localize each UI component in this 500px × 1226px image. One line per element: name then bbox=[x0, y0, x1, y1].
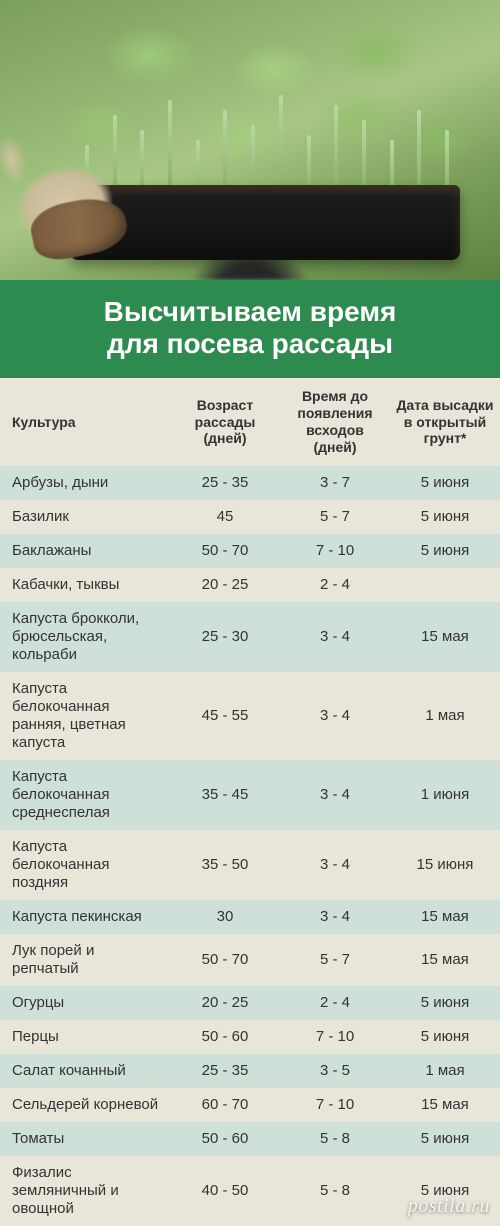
data-cell: 45 bbox=[170, 500, 280, 534]
data-cell: 5 - 7 bbox=[280, 500, 390, 534]
data-cell: 1 мая bbox=[390, 1054, 500, 1088]
crop-name-cell: Сельдерей корневой bbox=[0, 1088, 170, 1122]
crop-name-cell: Салат кочанный bbox=[0, 1054, 170, 1088]
data-cell: 25 - 35 bbox=[170, 466, 280, 500]
data-cell: 50 - 70 bbox=[170, 534, 280, 568]
data-cell: 5 июня bbox=[390, 986, 500, 1020]
data-cell: 5 июня bbox=[390, 466, 500, 500]
data-cell: 50 - 70 bbox=[170, 934, 280, 986]
data-cell: 5 - 8 bbox=[280, 1156, 390, 1226]
seeding-table: КультураВозраст рассады (дней)Время до п… bbox=[0, 378, 500, 1225]
data-cell: 15 мая bbox=[390, 602, 500, 672]
data-cell: 60 - 70 bbox=[170, 1088, 280, 1122]
table-row: Капуста пекинская303 - 415 мая bbox=[0, 900, 500, 934]
watermark: postila.ru bbox=[408, 1195, 490, 1218]
data-cell: 20 - 25 bbox=[170, 986, 280, 1020]
crop-name-cell: Арбузы, дыни bbox=[0, 466, 170, 500]
gardening-glove bbox=[0, 114, 153, 280]
title-banner: Высчитываем время для посева рассады bbox=[0, 280, 500, 378]
data-cell: 7 - 10 bbox=[280, 534, 390, 568]
column-header: Культура bbox=[0, 378, 170, 465]
crop-name-cell: Базилик bbox=[0, 500, 170, 534]
data-cell: 40 - 50 bbox=[170, 1156, 280, 1226]
data-cell: 25 - 30 bbox=[170, 602, 280, 672]
table-row: Кабачки, тыквы20 - 252 - 4 bbox=[0, 568, 500, 602]
crop-name-cell: Огурцы bbox=[0, 986, 170, 1020]
page-container: Высчитываем время для посева рассады Кул… bbox=[0, 0, 500, 1226]
title-line-2: для посева рассады bbox=[107, 328, 393, 359]
table-header: КультураВозраст рассады (дней)Время до п… bbox=[0, 378, 500, 465]
table-row: Арбузы, дыни25 - 353 - 75 июня bbox=[0, 466, 500, 500]
column-header: Возраст рассады (дней) bbox=[170, 378, 280, 465]
table-row: Баклажаны50 - 707 - 105 июня bbox=[0, 534, 500, 568]
data-cell: 45 - 55 bbox=[170, 672, 280, 760]
crop-name-cell: Томаты bbox=[0, 1122, 170, 1156]
crop-name-cell: Капуста брокколи, брюсельская, кольраби bbox=[0, 602, 170, 672]
crop-name-cell: Баклажаны bbox=[0, 534, 170, 568]
data-cell: 15 мая bbox=[390, 900, 500, 934]
table-row: Лук порей и репчатый50 - 705 - 715 мая bbox=[0, 934, 500, 986]
data-cell: 15 июня bbox=[390, 830, 500, 900]
table-row: Томаты50 - 605 - 85 июня bbox=[0, 1122, 500, 1156]
crop-name-cell: Капуста белокочанная ранняя, цветная кап… bbox=[0, 672, 170, 760]
crop-name-cell: Кабачки, тыквы bbox=[0, 568, 170, 602]
data-cell: 50 - 60 bbox=[170, 1122, 280, 1156]
data-cell: 3 - 5 bbox=[280, 1054, 390, 1088]
table-row: Перцы50 - 607 - 105 июня bbox=[0, 1020, 500, 1054]
data-cell: 20 - 25 bbox=[170, 568, 280, 602]
hero-image bbox=[0, 0, 500, 280]
data-cell: 5 июня bbox=[390, 1020, 500, 1054]
data-cell: 2 - 4 bbox=[280, 986, 390, 1020]
data-cell: 1 июня bbox=[390, 760, 500, 830]
table-row: Капуста белокочанная ранняя, цветная кап… bbox=[0, 672, 500, 760]
crop-name-cell: Капуста белокочанная среднеспелая bbox=[0, 760, 170, 830]
data-cell: 3 - 4 bbox=[280, 672, 390, 760]
table-row: Капуста белокочанная поздняя35 - 503 - 4… bbox=[0, 830, 500, 900]
data-cell: 25 - 35 bbox=[170, 1054, 280, 1088]
data-cell: 5 июня bbox=[390, 1122, 500, 1156]
data-cell: 2 - 4 bbox=[280, 568, 390, 602]
crop-name-cell: Капуста пекинская bbox=[0, 900, 170, 934]
column-header: Дата высадки в открытый грунт* bbox=[390, 378, 500, 465]
data-cell: 7 - 10 bbox=[280, 1020, 390, 1054]
table-row: Капуста брокколи, брюсельская, кольраби2… bbox=[0, 602, 500, 672]
crop-name-cell: Лук порей и репчатый bbox=[0, 934, 170, 986]
data-cell: 3 - 4 bbox=[280, 760, 390, 830]
crop-name-cell: Капуста белокочанная поздняя bbox=[0, 830, 170, 900]
data-cell: 5 - 8 bbox=[280, 1122, 390, 1156]
data-cell: 1 мая bbox=[390, 672, 500, 760]
data-cell: 7 - 10 bbox=[280, 1088, 390, 1122]
data-cell: 3 - 7 bbox=[280, 466, 390, 500]
table-row: Капуста белокочанная среднеспелая35 - 45… bbox=[0, 760, 500, 830]
data-cell: 30 bbox=[170, 900, 280, 934]
crop-name-cell: Физалис земляничный и овощной bbox=[0, 1156, 170, 1226]
data-cell: 3 - 4 bbox=[280, 830, 390, 900]
data-cell: 3 - 4 bbox=[280, 602, 390, 672]
data-cell: 50 - 60 bbox=[170, 1020, 280, 1054]
data-cell: 15 мая bbox=[390, 934, 500, 986]
header-row: КультураВозраст рассады (дней)Время до п… bbox=[0, 378, 500, 465]
data-cell: 3 - 4 bbox=[280, 900, 390, 934]
table-body: Арбузы, дыни25 - 353 - 75 июняБазилик455… bbox=[0, 466, 500, 1226]
column-header: Время до появления всходов (дней) bbox=[280, 378, 390, 465]
data-cell bbox=[390, 568, 500, 602]
data-cell: 5 июня bbox=[390, 534, 500, 568]
table-row: Сельдерей корневой60 - 707 - 1015 мая bbox=[0, 1088, 500, 1122]
table-row: Огурцы20 - 252 - 45 июня bbox=[0, 986, 500, 1020]
data-cell: 5 июня bbox=[390, 500, 500, 534]
data-cell: 15 мая bbox=[390, 1088, 500, 1122]
crop-name-cell: Перцы bbox=[0, 1020, 170, 1054]
data-cell: 5 - 7 bbox=[280, 934, 390, 986]
data-cell: 35 - 50 bbox=[170, 830, 280, 900]
table-row: Салат кочанный25 - 353 - 51 мая bbox=[0, 1054, 500, 1088]
title-line-1: Высчитываем время bbox=[104, 296, 397, 327]
data-cell: 35 - 45 bbox=[170, 760, 280, 830]
table-row: Базилик455 - 75 июня bbox=[0, 500, 500, 534]
